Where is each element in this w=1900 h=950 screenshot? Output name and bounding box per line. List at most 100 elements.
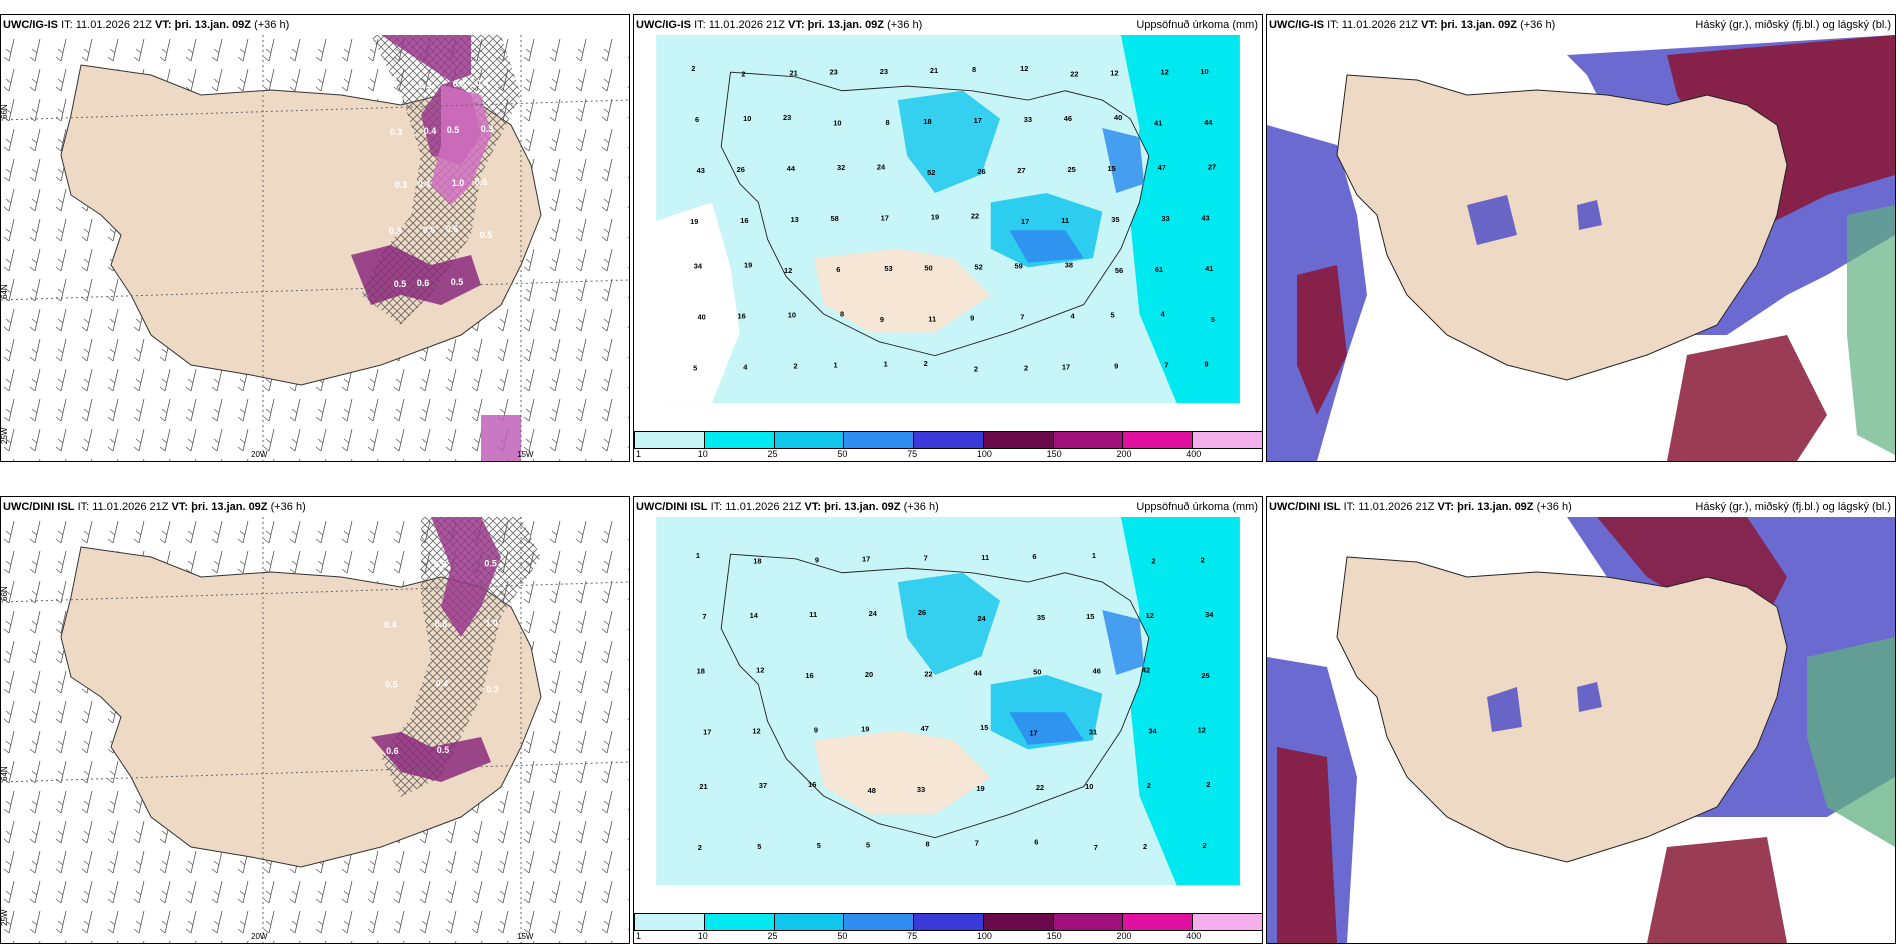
map-value-label: 52	[927, 168, 935, 177]
map-value-label: 0.5	[447, 125, 460, 135]
map-value-label: 0.3	[486, 685, 499, 695]
map-value-label: 8	[840, 310, 844, 319]
colorbar-swatch	[1192, 913, 1262, 931]
map-value-label: 19	[744, 261, 752, 270]
snow-shading	[431, 517, 501, 637]
map-value-label: 59	[1015, 261, 1023, 270]
map-value-label: 61	[1155, 265, 1163, 274]
map-value-label: 0.6	[386, 746, 399, 756]
map-value-label: 5	[1211, 315, 1215, 324]
map-value-label: 7	[924, 554, 928, 563]
map-value-label: 9	[970, 313, 974, 322]
colorbar-swatch	[1052, 913, 1124, 931]
map-value-label: 23	[830, 68, 838, 77]
precip-shading	[1102, 609, 1145, 676]
map-value-label: 25	[1201, 671, 1209, 680]
map-value-label: 2	[741, 70, 745, 79]
map-value-label: 0.4	[383, 554, 396, 564]
map-value-label: 0.6	[417, 278, 430, 288]
map-value-label: 1	[696, 551, 700, 560]
cloud-map-panel-top: UWC/IG-IS IT: 11.01.2026 21Z VT: þri. 13…	[1266, 14, 1896, 462]
map-value-label: 27	[1208, 162, 1216, 171]
precip-title: Uppsöfnuð úrkoma (mm)	[1136, 501, 1258, 513]
map-value-label: 6	[836, 265, 840, 274]
map-value-label: 44	[787, 164, 796, 173]
colorbar-tick-label: 100	[976, 449, 992, 459]
high-cloud-area	[1297, 265, 1347, 415]
map-value-label: 15	[1107, 164, 1115, 173]
map-value-label: 22	[1070, 70, 1078, 79]
map-value-label: 18	[753, 556, 761, 565]
map-value-label: 0.5	[394, 279, 407, 289]
map-value-label: 50	[1033, 667, 1041, 676]
map-value-label: 41	[1205, 264, 1213, 273]
map-value-label: 0.3	[390, 127, 403, 137]
mid-cloud-area	[1847, 205, 1895, 455]
lon-label: 25W	[1, 909, 9, 926]
map-value-label: 0.3	[453, 79, 466, 89]
map-value-label: 2	[1147, 781, 1151, 790]
panel-header: UWC/DINI ISL IT: 11.01.2026 21Z VT: þri.…	[636, 501, 939, 513]
map-value-label: 7	[975, 838, 979, 847]
map-value-label: 12	[784, 266, 792, 275]
map-value-label: 2	[1206, 780, 1210, 789]
map-value-label: 0.3	[389, 226, 402, 236]
wind-barb-map: 66N 64N 25W 20W 15W 0.30.3 0.3 0.30.3 0.4 0.…	[1, 35, 629, 461]
colorbar-tick-label: 150	[1046, 931, 1062, 941]
map-value-label: 0.3	[395, 180, 408, 190]
map-value-label: 21	[699, 782, 707, 791]
map-value-label: 2	[691, 64, 695, 73]
map-value-label: 11	[1061, 216, 1069, 225]
map-value-label: 4	[1070, 312, 1075, 321]
wind-barb-map: 66N 64N 25W 20W 15W 0.40.5 0.50.4 0.8 1.00.…	[1, 517, 629, 943]
lon-label: 20W	[251, 450, 268, 459]
snow-value-labels: 0.3 0.3 0.3 0.3 0.3 0.4 0.5 0.3 0.3 0.4 1.0 0.6 0.3 0…	[385, 74, 494, 289]
map-value-label: 8	[925, 839, 929, 848]
map-value-label: 16	[805, 671, 813, 680]
colorbar-swatch	[982, 431, 1054, 449]
map-value-label: 14	[750, 611, 759, 620]
low-cloud-area	[1577, 682, 1602, 712]
map-value-label: 47	[1158, 163, 1166, 172]
map-value-label: 7	[1164, 361, 1168, 370]
map-value-label: 17	[974, 116, 982, 125]
colorbar-tick-label: 50	[837, 931, 848, 941]
map-value-label: 9	[880, 315, 884, 324]
map-value-label: 23	[880, 67, 888, 76]
map-value-label: 35	[1037, 613, 1045, 622]
map-value-label: 0.3	[476, 78, 489, 88]
map-value-label: 31	[1089, 728, 1097, 737]
map-value-label: 5	[1110, 311, 1114, 320]
map-value-label: 7	[702, 612, 706, 621]
cloud-map	[1267, 517, 1895, 943]
map-value-label: 8	[972, 65, 976, 74]
map-value-label: 4	[743, 363, 748, 372]
map-value-label: 0.8	[435, 619, 448, 629]
map-value-label: 0.6	[475, 177, 488, 187]
map-value-label: 17	[1029, 728, 1037, 737]
colorbar-swatch	[703, 431, 775, 449]
map-value-label: 38	[1065, 261, 1073, 270]
map-value-label: 22	[971, 211, 979, 220]
precip-shading	[1120, 35, 1240, 404]
snow-shading	[481, 415, 521, 461]
map-value-label: 47	[921, 724, 929, 733]
map-value-label: 8	[886, 118, 890, 127]
lon-label: 20W	[251, 932, 268, 941]
map-value-label: 2	[1202, 841, 1206, 850]
map-value-label: 2	[793, 362, 797, 371]
map-value-label: 0.3	[385, 74, 398, 84]
map-value-label: 25	[1068, 165, 1076, 174]
map-value-label: 11	[981, 553, 989, 562]
map-value-label: 56	[1115, 266, 1123, 275]
precip-title: Uppsöfnuð úrkoma (mm)	[1136, 19, 1258, 31]
map-value-label: 17	[1062, 363, 1070, 372]
map-value-label: 6	[1034, 838, 1038, 847]
colorbar-swatch	[843, 431, 915, 449]
map-value-label: 34	[1205, 610, 1214, 619]
map-value-label: 2	[974, 364, 978, 373]
map-value-label: 0.5	[451, 277, 464, 287]
map-value-label: 2	[1151, 556, 1155, 565]
